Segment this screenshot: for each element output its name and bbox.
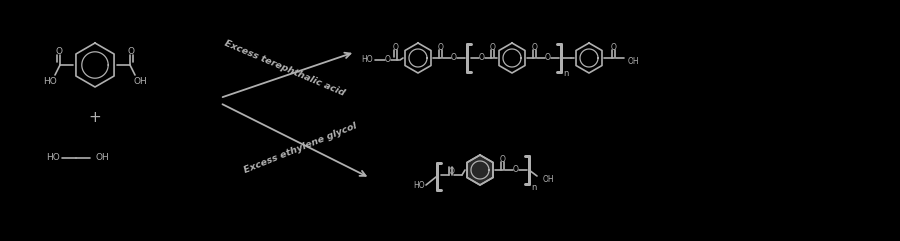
Text: HO: HO [43, 78, 57, 87]
Text: O: O [532, 42, 538, 52]
Text: O: O [451, 54, 457, 62]
Text: OH: OH [96, 154, 110, 162]
Text: O: O [385, 55, 391, 65]
Text: Excess terephthalic acid: Excess terephthalic acid [223, 39, 346, 98]
Text: O: O [393, 42, 399, 52]
Text: n: n [531, 182, 536, 192]
Text: O: O [611, 42, 616, 52]
Text: OH: OH [543, 175, 554, 185]
Polygon shape [467, 155, 493, 185]
Text: OH: OH [133, 78, 147, 87]
Text: HO: HO [362, 55, 373, 65]
Text: n: n [563, 69, 569, 79]
Text: Excess ethylene glycol: Excess ethylene glycol [242, 121, 358, 175]
Text: O: O [479, 54, 485, 62]
Text: O: O [56, 47, 62, 56]
Text: O: O [513, 166, 519, 174]
Text: +: + [88, 111, 102, 126]
Text: O: O [545, 54, 551, 62]
Text: O: O [500, 154, 506, 163]
Text: OH: OH [628, 58, 640, 67]
Text: O: O [438, 42, 444, 52]
Text: HO: HO [46, 154, 60, 162]
Text: O: O [449, 167, 454, 176]
Text: HO: HO [413, 181, 425, 189]
Text: O: O [491, 42, 496, 52]
Text: O: O [128, 47, 134, 56]
